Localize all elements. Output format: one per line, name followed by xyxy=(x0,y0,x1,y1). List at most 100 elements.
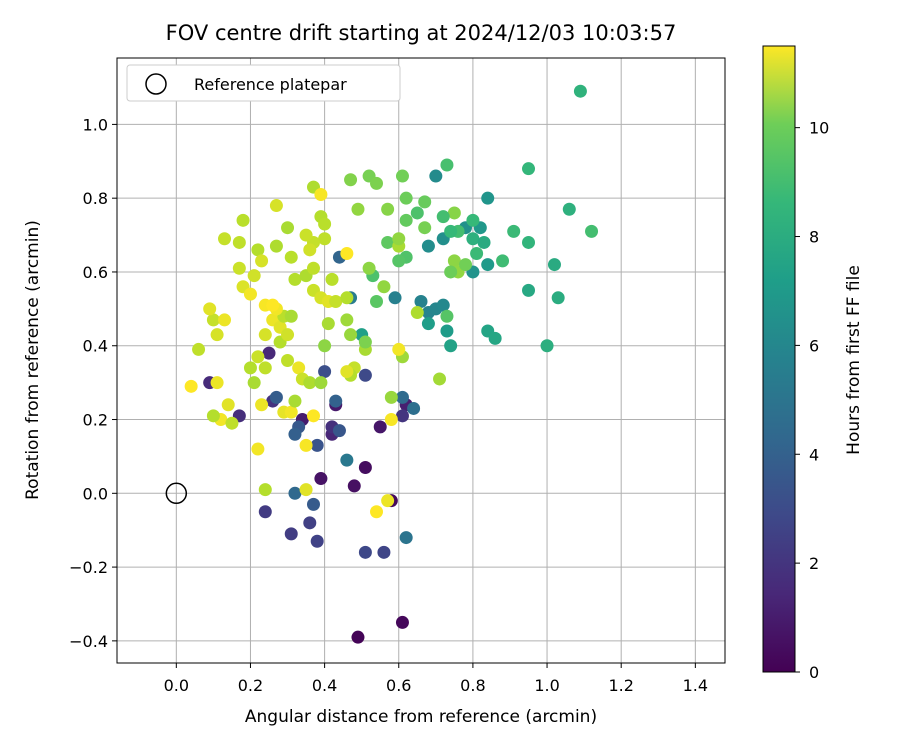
data-point xyxy=(384,413,398,427)
data-point xyxy=(447,254,461,268)
data-point xyxy=(410,306,424,320)
data-point xyxy=(373,420,387,434)
data-point xyxy=(351,630,365,644)
data-point xyxy=(429,169,443,183)
data-point xyxy=(318,339,332,353)
data-point xyxy=(281,221,295,235)
data-point xyxy=(358,545,372,559)
data-point xyxy=(206,409,220,423)
x-tick-label: 0.0 xyxy=(164,676,189,695)
data-point xyxy=(258,505,272,519)
data-point xyxy=(414,294,428,308)
data-point xyxy=(258,483,272,497)
grid-lines xyxy=(117,58,725,663)
data-point xyxy=(466,232,480,246)
data-point xyxy=(210,328,224,342)
data-point xyxy=(399,213,413,227)
data-point xyxy=(247,269,261,283)
data-point xyxy=(318,365,332,379)
data-point xyxy=(332,424,346,438)
data-point xyxy=(243,287,257,301)
data-point xyxy=(392,342,406,356)
data-point xyxy=(395,390,409,404)
data-point xyxy=(362,261,376,275)
colorbar-gradient xyxy=(762,45,796,673)
colorbar-tick-label: 6 xyxy=(809,336,819,355)
data-point xyxy=(377,280,391,294)
y-tick-label: −0.2 xyxy=(69,558,108,577)
x-tick-label: 1.4 xyxy=(683,676,708,695)
data-point xyxy=(433,372,447,386)
data-point xyxy=(395,409,409,423)
data-point xyxy=(381,494,395,508)
data-point xyxy=(507,224,521,238)
data-point xyxy=(288,427,302,441)
data-point xyxy=(392,254,406,268)
data-point xyxy=(344,328,358,342)
legend-box xyxy=(126,64,401,102)
data-point xyxy=(247,376,261,390)
colorbar-tick-label: 0 xyxy=(809,663,819,682)
axis-ticks: 0.0 0.2 0.4 0.6 0.8 1.0 1.2 1.4 −0.4 −0.2 0.0 0.2 0.… xyxy=(69,115,708,695)
data-point xyxy=(310,534,324,548)
data-point xyxy=(192,342,206,356)
data-point xyxy=(325,272,339,286)
data-point xyxy=(251,243,265,257)
data-point xyxy=(236,213,250,227)
colorbar: 0 2 4 6 8 10 Hours from first FF file xyxy=(762,45,864,682)
data-point xyxy=(321,317,335,331)
y-tick-label: 0.2 xyxy=(83,411,108,430)
plot-frame xyxy=(116,57,726,664)
data-point xyxy=(292,361,306,375)
data-point xyxy=(384,390,398,404)
data-point xyxy=(288,486,302,500)
data-points xyxy=(184,84,599,644)
data-point xyxy=(340,291,354,305)
data-point xyxy=(269,390,283,404)
data-point xyxy=(225,416,239,430)
data-point xyxy=(318,232,332,246)
x-tick-label: 1.0 xyxy=(534,676,559,695)
data-point xyxy=(281,328,295,342)
data-point xyxy=(262,346,276,360)
data-point xyxy=(522,162,536,176)
y-tick-label: 0.0 xyxy=(83,484,108,503)
data-point xyxy=(314,376,328,390)
data-point xyxy=(210,376,224,390)
data-point xyxy=(358,335,372,349)
data-point xyxy=(418,221,432,235)
data-point xyxy=(288,394,302,408)
data-point xyxy=(255,398,269,412)
data-point xyxy=(314,187,328,201)
data-point xyxy=(477,235,491,249)
legend-marker-icon xyxy=(145,73,167,95)
data-point xyxy=(481,191,495,205)
data-point xyxy=(481,258,495,272)
y-axis-label: Rotation from reference (arcmin) xyxy=(23,220,43,500)
data-point xyxy=(251,350,265,364)
data-point xyxy=(444,224,458,238)
data-point xyxy=(284,527,298,541)
data-point xyxy=(299,438,313,452)
data-point xyxy=(329,294,343,308)
data-point xyxy=(269,239,283,253)
data-point xyxy=(458,258,472,272)
data-point xyxy=(340,247,354,261)
data-point xyxy=(318,217,332,231)
chart-title: FOV centre drift starting at 2024/12/03 … xyxy=(166,21,677,45)
data-point xyxy=(251,442,265,456)
data-point xyxy=(522,235,536,249)
data-point xyxy=(540,339,554,353)
data-point xyxy=(306,261,320,275)
data-point xyxy=(573,84,587,98)
colorbar-tick-label: 10 xyxy=(809,119,829,138)
reference-marker xyxy=(165,482,188,505)
data-point xyxy=(340,365,354,379)
data-point xyxy=(551,291,565,305)
data-point xyxy=(310,438,324,452)
data-point xyxy=(281,354,295,367)
data-point xyxy=(488,331,502,345)
data-point xyxy=(585,224,599,238)
legend-label: Reference platepar xyxy=(194,75,347,94)
